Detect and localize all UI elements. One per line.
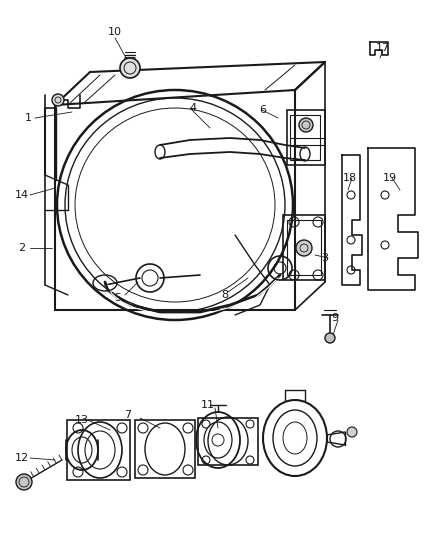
Text: 7: 7 — [124, 410, 131, 420]
Bar — [287, 110, 325, 165]
Text: 13: 13 — [75, 415, 89, 425]
Text: 8: 8 — [222, 290, 229, 300]
Circle shape — [299, 118, 313, 132]
Bar — [287, 220, 321, 275]
Circle shape — [325, 333, 335, 343]
Text: 5: 5 — [114, 293, 121, 303]
Text: 19: 19 — [383, 173, 397, 183]
Text: 9: 9 — [332, 313, 339, 323]
Circle shape — [16, 474, 32, 490]
Text: 18: 18 — [343, 173, 357, 183]
Text: 11: 11 — [201, 400, 215, 410]
Text: 12: 12 — [15, 453, 29, 463]
Circle shape — [347, 427, 357, 437]
Bar — [283, 215, 325, 280]
Text: 17: 17 — [376, 43, 390, 53]
Text: 1: 1 — [25, 113, 32, 123]
Text: 4: 4 — [190, 103, 197, 113]
Text: 6: 6 — [259, 105, 266, 115]
Circle shape — [296, 240, 312, 256]
Circle shape — [120, 58, 140, 78]
Text: 10: 10 — [108, 27, 122, 37]
Bar — [290, 115, 320, 160]
Text: 14: 14 — [15, 190, 29, 200]
Text: 2: 2 — [18, 243, 25, 253]
Text: 3: 3 — [321, 253, 328, 263]
Circle shape — [52, 94, 64, 106]
